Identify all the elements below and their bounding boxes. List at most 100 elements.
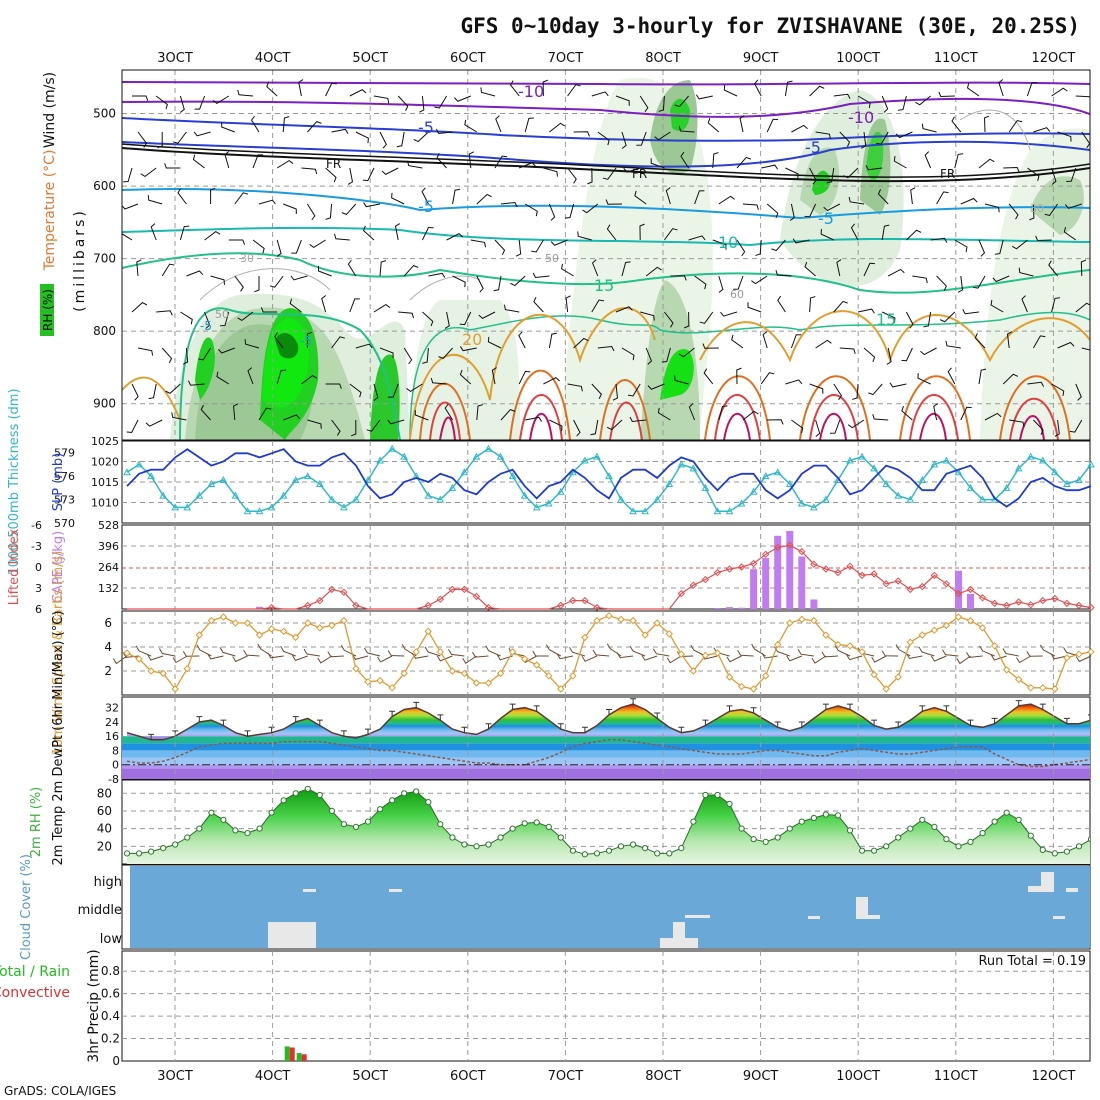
wind-barb xyxy=(331,336,345,349)
wind-barb xyxy=(830,419,841,434)
rh-point xyxy=(919,816,926,823)
wind-barb xyxy=(436,655,453,662)
wind-barb xyxy=(699,311,714,324)
wind-barb xyxy=(857,95,871,109)
temp-minmax-whisker xyxy=(340,730,347,737)
wind-barb xyxy=(525,416,543,422)
wind-barb xyxy=(411,653,429,659)
wind-barb xyxy=(519,162,536,169)
thickness-point xyxy=(906,495,915,503)
wind-barb xyxy=(510,275,526,287)
wind-barb xyxy=(889,382,907,388)
contour-label: FR xyxy=(632,167,647,181)
rh-point xyxy=(1039,846,1046,854)
wind-barb xyxy=(650,158,665,169)
temp-minmax-whisker xyxy=(606,708,612,715)
rh-point xyxy=(208,809,215,816)
wind-barb xyxy=(454,95,471,102)
rh-point xyxy=(521,820,528,827)
rh-point xyxy=(292,790,299,797)
y-tick-label: 500 xyxy=(93,107,116,121)
wind-barb xyxy=(901,347,913,362)
lifted-index-point xyxy=(460,585,469,594)
temp-minmax-whisker xyxy=(774,721,781,728)
wind-barb xyxy=(771,239,786,252)
temp-minmax-whisker xyxy=(967,719,974,726)
wind-barb xyxy=(621,261,631,277)
wind-speed-point xyxy=(460,669,469,678)
wind-speed-point xyxy=(725,673,734,681)
thickness-point xyxy=(267,503,276,511)
rh-area xyxy=(127,788,1090,864)
wind-speed-point xyxy=(484,679,493,687)
wind-barb xyxy=(495,115,502,133)
wind-speed-point xyxy=(183,664,191,673)
contour-label: 60 xyxy=(730,288,744,301)
x-tick-label: 6OCT xyxy=(450,51,486,66)
x-tick-label: 8OCT xyxy=(645,1069,681,1084)
upper-air-panel: -10 -10 -5 -5 -5 -5 FR FR FR -5 -5 10 15… xyxy=(40,69,1091,441)
thickness-point xyxy=(171,503,180,511)
wind-barb xyxy=(998,79,1004,97)
wind-barb xyxy=(577,231,592,241)
thickness-point xyxy=(930,460,939,468)
wind-speed-point xyxy=(376,676,384,685)
ylabel-lifted-index: Lifted Index xyxy=(7,528,22,605)
wind-barb xyxy=(718,405,728,421)
wind-barb xyxy=(690,644,706,657)
lifted-index-point xyxy=(954,589,963,598)
lifted-index-point xyxy=(1087,603,1095,612)
contour-label: 15 xyxy=(594,276,614,295)
thickness-point xyxy=(556,487,565,495)
wind-speed-point xyxy=(629,616,637,625)
wind-barb xyxy=(774,646,790,657)
wind-barb xyxy=(850,223,859,241)
y-tick-label: 700 xyxy=(93,252,116,266)
rh-point xyxy=(798,818,805,825)
wind-barb xyxy=(615,95,630,106)
rh-point xyxy=(1015,816,1022,823)
wind-barb xyxy=(179,225,190,241)
thickness-point xyxy=(303,472,312,480)
y-tick-label: 132 xyxy=(98,582,119,595)
wind-speed-point xyxy=(713,649,722,657)
rh-point xyxy=(762,838,769,846)
ylabel-slp: SLP (mb) xyxy=(51,453,66,512)
wind-speed-point xyxy=(532,661,541,669)
wind-barb xyxy=(524,117,534,133)
lifted-index-point xyxy=(352,601,360,610)
wind-barb xyxy=(532,650,549,657)
wind-barb xyxy=(587,167,593,185)
wind-barb xyxy=(157,132,163,149)
rh-point xyxy=(822,811,830,818)
wind-barb xyxy=(658,95,665,112)
rh-point xyxy=(931,823,938,831)
lifted-index-point xyxy=(689,581,698,589)
wind-barb xyxy=(237,89,254,97)
cloud-bar-high xyxy=(389,889,402,892)
cloud-category: middle xyxy=(78,903,122,918)
thickness-point xyxy=(520,491,529,499)
precip-convective-bar xyxy=(289,1047,295,1061)
wind-barb xyxy=(446,233,464,241)
wind-barb xyxy=(591,91,609,97)
wind-barb xyxy=(349,383,362,398)
lifted-index-point xyxy=(472,592,481,601)
wind-barb xyxy=(839,347,856,354)
wind-barb xyxy=(942,649,959,657)
contour-label: -5 xyxy=(805,138,821,157)
wind-speed-point xyxy=(436,648,445,656)
y-tick-label: 570 xyxy=(54,517,75,530)
y-tick-label: 0.2 xyxy=(101,1032,120,1046)
rh-point xyxy=(690,818,697,825)
wind-barb xyxy=(906,653,923,660)
wind-barb xyxy=(954,153,964,169)
cape-bar xyxy=(762,558,770,609)
wind-barb xyxy=(762,331,768,349)
wind-barb xyxy=(809,383,824,394)
thickness-point xyxy=(147,472,155,480)
wind-barb xyxy=(723,85,738,97)
temp-minmax-whisker xyxy=(437,714,444,721)
wind-barb xyxy=(173,131,187,144)
y-tick-label: 2 xyxy=(104,664,112,678)
